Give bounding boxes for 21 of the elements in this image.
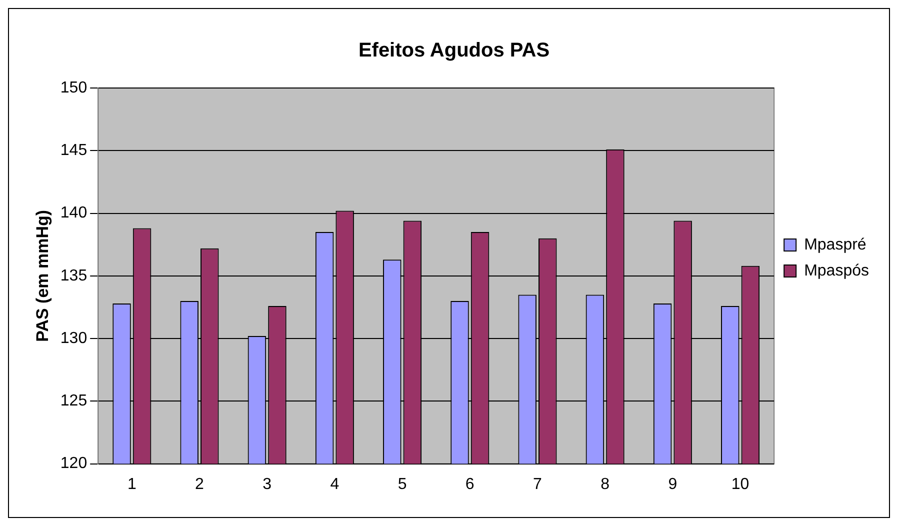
y-tick-label: 140 [60,204,88,222]
y-tick-label: 145 [60,142,88,160]
y-tick-label: 125 [60,392,88,410]
x-tick-label: 7 [533,476,542,493]
legend-label: Mpaspré [804,236,866,254]
x-tick-label: 6 [465,476,474,493]
x-tick-label: 9 [668,476,678,493]
x-tick-label: 5 [398,476,407,493]
x-tick-label: 8 [600,476,610,493]
y-axis-title: PAS (em mmHg) [32,210,52,342]
y-tick-label: 130 [60,330,88,347]
x-tick-label: 2 [195,476,204,493]
y-tick-label: 150 [60,79,88,96]
x-tick-label: 10 [731,476,750,493]
legend-label: Mpaspós [804,262,869,280]
x-tick-label: 1 [127,476,136,493]
x-tick-label: 4 [330,476,340,493]
chart-title: Efeitos Agudos PAS [358,40,550,62]
x-tick-label: 3 [262,476,272,493]
y-tick-label: 120 [60,455,88,472]
y-tick-label: 135 [60,267,88,284]
